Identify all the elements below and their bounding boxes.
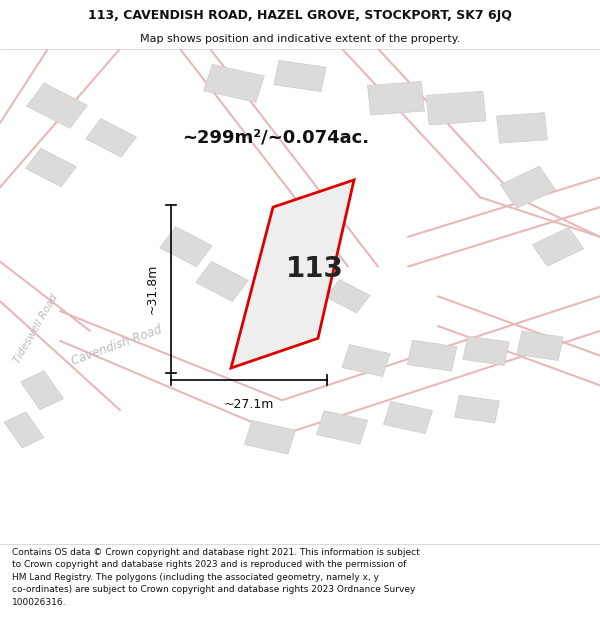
- Polygon shape: [342, 344, 390, 376]
- Polygon shape: [26, 148, 76, 187]
- Polygon shape: [517, 331, 563, 361]
- Polygon shape: [86, 119, 136, 157]
- Polygon shape: [4, 412, 44, 448]
- Text: Map shows position and indicative extent of the property.: Map shows position and indicative extent…: [140, 34, 460, 44]
- Polygon shape: [455, 395, 499, 423]
- Polygon shape: [426, 91, 486, 125]
- Polygon shape: [244, 421, 296, 454]
- Polygon shape: [500, 166, 556, 208]
- Text: ~31.8m: ~31.8m: [146, 264, 159, 314]
- Text: 113, CAVENDISH ROAD, HAZEL GROVE, STOCKPORT, SK7 6JQ: 113, CAVENDISH ROAD, HAZEL GROVE, STOCKP…: [88, 9, 512, 22]
- Text: Tideswell Road: Tideswell Road: [12, 292, 60, 365]
- Text: ~27.1m: ~27.1m: [224, 398, 274, 411]
- Polygon shape: [274, 61, 326, 92]
- Polygon shape: [160, 227, 212, 267]
- Polygon shape: [368, 81, 424, 115]
- Text: Cavendish Road: Cavendish Road: [70, 323, 164, 368]
- Polygon shape: [203, 64, 265, 102]
- Polygon shape: [26, 83, 88, 128]
- Polygon shape: [316, 411, 368, 444]
- Text: 113: 113: [286, 255, 344, 283]
- Polygon shape: [20, 371, 64, 410]
- Polygon shape: [407, 340, 457, 371]
- Polygon shape: [231, 180, 354, 368]
- Polygon shape: [463, 336, 509, 366]
- Text: ~299m²/~0.074ac.: ~299m²/~0.074ac.: [182, 129, 370, 147]
- Polygon shape: [326, 279, 370, 313]
- Polygon shape: [383, 401, 433, 434]
- Polygon shape: [532, 228, 584, 266]
- Polygon shape: [196, 261, 248, 301]
- Polygon shape: [269, 297, 319, 335]
- Text: Contains OS data © Crown copyright and database right 2021. This information is : Contains OS data © Crown copyright and d…: [12, 548, 420, 607]
- Polygon shape: [497, 112, 547, 143]
